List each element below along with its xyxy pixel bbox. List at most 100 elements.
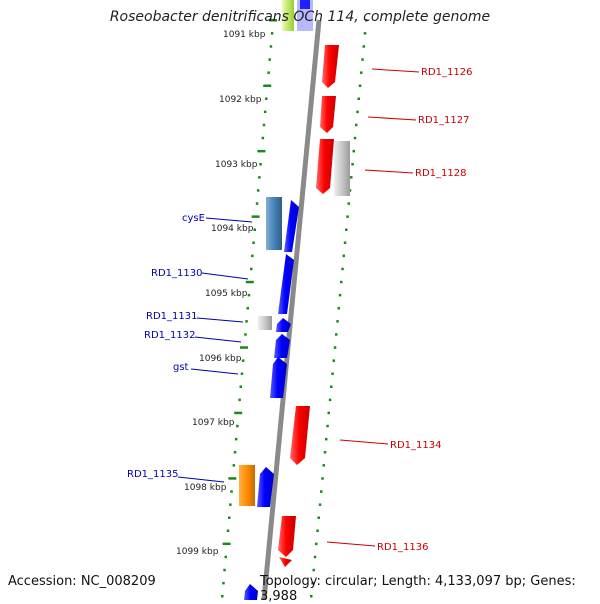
kbp-label: 1097 kbp xyxy=(192,418,235,428)
tick-mark xyxy=(238,398,241,402)
gene-RD1_1128 xyxy=(316,139,334,194)
tick-mark xyxy=(342,254,345,258)
gene-gray-1128 xyxy=(334,141,350,196)
tick-mark xyxy=(351,163,354,166)
genome-title: Roseobacter denitrificans OCh 114, compl… xyxy=(109,9,491,25)
gene-label-RD1_1126: RD1_1126 xyxy=(421,67,472,78)
tick-mark xyxy=(261,136,265,140)
tick-mark xyxy=(222,542,231,546)
tick-mark xyxy=(232,464,236,467)
gene-RD1_1126 xyxy=(322,45,339,88)
tick-mark xyxy=(222,581,225,585)
gene-feature-top-blue-core xyxy=(300,0,310,9)
tick-mark xyxy=(251,215,260,218)
tick-mark xyxy=(350,176,353,179)
kbp-labels: 1091 kbp 1092 kbp 1093 kbp 1094 kbp 1095… xyxy=(176,30,266,557)
tick-mark xyxy=(268,58,271,61)
gene-RD1_1130 xyxy=(278,254,294,314)
tick-ring-left xyxy=(221,19,277,598)
tick-mark xyxy=(330,385,333,388)
tick-mark xyxy=(362,45,365,48)
tick-mark xyxy=(316,529,319,532)
gene-label-RD1_1127: RD1_1127 xyxy=(418,115,469,126)
tick-mark xyxy=(233,451,237,454)
tick-mark xyxy=(332,359,335,362)
tick-mark xyxy=(346,215,349,218)
tick-mark xyxy=(315,542,318,546)
tick-mark xyxy=(228,477,237,480)
tick-mark xyxy=(257,149,266,153)
tick-mark xyxy=(255,202,259,205)
kbp-label: 1093 kbp xyxy=(215,160,258,170)
tick-mark xyxy=(311,581,314,585)
gene-blue-1 xyxy=(284,200,299,252)
gene-gst xyxy=(270,357,287,398)
tick-mark xyxy=(338,293,342,297)
gene-RD1_1134 xyxy=(290,406,310,465)
gene-label-cysE: cysE xyxy=(182,213,205,224)
tick-mark xyxy=(265,97,268,100)
gene-labels-right: RD1_1126 RD1_1127 RD1_1128 RD1_1134 RD1_… xyxy=(326,67,472,553)
tick-mark xyxy=(263,110,267,114)
kbp-label: 1099 kbp xyxy=(176,547,219,557)
gene-RD1_1131 xyxy=(258,316,272,330)
gene-RD1_1136 xyxy=(278,516,296,557)
tick-mark xyxy=(317,516,320,519)
kbp-label: 1091 kbp xyxy=(223,30,266,40)
tick-mark xyxy=(326,424,329,428)
tick-mark xyxy=(256,189,260,192)
tick-ring-right xyxy=(310,19,368,598)
tick-mark xyxy=(360,71,363,74)
tick-mark xyxy=(270,32,274,35)
tick-mark xyxy=(252,241,255,244)
tick-mark xyxy=(320,490,323,493)
tick-mark xyxy=(323,451,327,454)
tick-mark xyxy=(361,58,364,61)
tick-mark xyxy=(246,307,249,310)
tick-mark xyxy=(230,490,233,493)
tick-mark xyxy=(328,398,332,402)
tick-mark xyxy=(341,267,344,271)
tick-mark xyxy=(343,241,347,244)
tick-mark xyxy=(348,189,352,192)
tick-mark xyxy=(245,280,254,284)
gene-cysE xyxy=(266,197,282,250)
tick-mark xyxy=(353,136,357,140)
tick-mark xyxy=(247,293,251,297)
tick-mark xyxy=(331,372,334,375)
gene-label-RD1_1135: RD1_1135 xyxy=(127,469,178,480)
gene-RD1_1127 xyxy=(320,96,336,133)
tick-mark xyxy=(251,254,254,258)
tick-mark xyxy=(250,267,253,271)
tick-mark xyxy=(312,568,315,572)
tick-mark xyxy=(318,503,322,506)
tick-mark xyxy=(234,411,243,415)
tick-mark xyxy=(327,411,330,415)
gene-blue-3 xyxy=(257,467,274,507)
gene-labels-left: cysE RD1_1130 RD1_1131 RD1_1132 gst RD1_… xyxy=(127,213,253,483)
gene-feature-top-green xyxy=(282,0,294,31)
tick-mark xyxy=(321,477,324,480)
kbp-label: 1096 kbp xyxy=(199,354,242,364)
tick-mark xyxy=(263,84,272,87)
gene-label-RD1_1131: RD1_1131 xyxy=(146,311,197,322)
tick-mark xyxy=(322,464,325,467)
tick-mark xyxy=(357,97,360,100)
tick-mark xyxy=(241,359,245,362)
gene-red-small xyxy=(279,557,292,567)
tick-mark xyxy=(224,555,227,559)
tick-mark xyxy=(258,176,261,179)
tick-mark xyxy=(335,333,338,336)
tick-mark xyxy=(240,372,244,375)
tick-mark xyxy=(253,228,256,231)
accession-text: Accession: NC_008209 xyxy=(8,574,156,589)
tick-mark xyxy=(267,71,270,74)
tick-mark xyxy=(365,19,368,22)
gene-RD1_1135 xyxy=(239,465,255,506)
genome-backbone xyxy=(261,19,322,601)
tick-mark xyxy=(333,346,337,349)
tick-mark xyxy=(355,123,358,127)
tick-mark xyxy=(358,84,362,87)
